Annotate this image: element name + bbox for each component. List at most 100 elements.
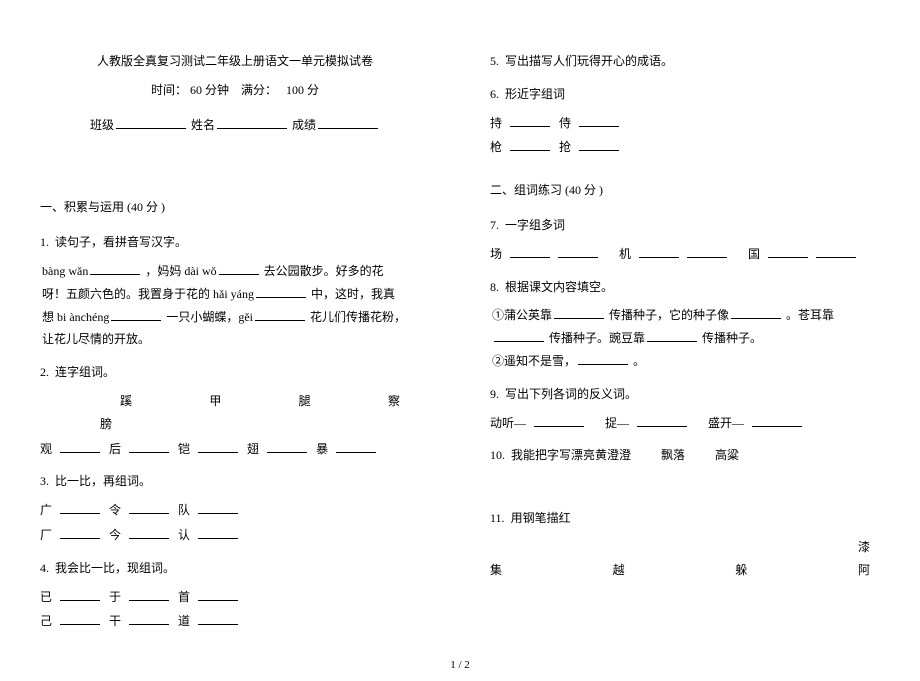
q1-p3c: 花儿们传播花粉， [310, 310, 406, 324]
q6-title: 形近字组词 [505, 87, 565, 101]
q6-r2-1: 抢 [559, 140, 571, 154]
blank[interactable] [639, 246, 679, 258]
q9-title: 写出下列各词的反义词。 [505, 387, 637, 401]
blank[interactable] [255, 309, 305, 321]
right-column: 5. 写出描写人们玩得开心的成语。 6. 形近字组词 持 侍 枪 抢 二、组词练… [490, 50, 880, 633]
blank[interactable] [60, 527, 100, 539]
blank[interactable] [60, 613, 100, 625]
blank[interactable] [198, 589, 238, 601]
q3-num: 3. [40, 474, 49, 488]
q2-r1-1: 甲 [209, 390, 221, 413]
name-blank[interactable] [217, 117, 287, 129]
q2: 2. 连字组词。 [40, 361, 430, 384]
blank[interactable] [637, 415, 687, 427]
q10: 10. 我能把字写漂亮黄澄澄 飘落 高粱 [490, 444, 880, 467]
q3-r1-0: 广 [40, 503, 52, 517]
q3: 3. 比一比，再组词。 [40, 470, 430, 493]
q11-r0: 集 [490, 559, 502, 582]
q4-row1: 已 于 首 [40, 586, 430, 609]
q3-r1-1: 令 [109, 503, 121, 517]
blank[interactable] [510, 139, 550, 151]
q8-num: 8. [490, 280, 499, 294]
q2-r2-3: 翅 [247, 442, 259, 456]
blank[interactable] [494, 330, 544, 342]
blank[interactable] [198, 502, 238, 514]
q7: 7. 一字组多词 [490, 214, 880, 237]
blank[interactable] [687, 246, 727, 258]
q2-r2-1: 后 [109, 442, 121, 456]
blank[interactable] [579, 139, 619, 151]
blank[interactable] [198, 613, 238, 625]
grade-blank[interactable] [318, 117, 378, 129]
q4-num: 4. [40, 561, 49, 575]
blank[interactable] [129, 589, 169, 601]
grade-label: 成绩 [292, 118, 316, 132]
blank[interactable] [90, 263, 140, 275]
blank[interactable] [647, 330, 697, 342]
blank[interactable] [60, 502, 100, 514]
blank[interactable] [129, 527, 169, 539]
blank[interactable] [111, 309, 161, 321]
q6-r1-1: 侍 [559, 116, 571, 130]
blank[interactable] [198, 527, 238, 539]
blank[interactable] [510, 246, 550, 258]
blank[interactable] [554, 307, 604, 319]
q3-r1-2: 队 [178, 503, 190, 517]
q2-r2-4: 暴 [316, 442, 328, 456]
blank[interactable] [510, 115, 550, 127]
blank[interactable] [768, 246, 808, 258]
q3-title: 比一比，再组词。 [55, 474, 151, 488]
q1-p1b: ，妈妈 dài wǒ [145, 264, 216, 278]
class-blank[interactable] [116, 117, 186, 129]
q7-row: 场 机 国 [490, 243, 880, 266]
q1-p2b: 中，这时，我真 [311, 287, 395, 301]
q4-r2-1: 干 [109, 614, 121, 628]
blank[interactable] [60, 589, 100, 601]
q2-row1: 蹊 甲 腿 察 [40, 390, 430, 413]
q6-row2: 枪 抢 [490, 136, 880, 159]
blank[interactable] [752, 415, 802, 427]
q8-l2b: 传播种子。 [702, 331, 762, 345]
blank[interactable] [256, 286, 306, 298]
blank[interactable] [578, 353, 628, 365]
q2-r2-2: 铠 [178, 442, 190, 456]
blank[interactable] [219, 263, 259, 275]
q2-row2-lead: 膀 [40, 413, 430, 436]
q1-p3b: 一只小蝴蝶，gěi [166, 310, 253, 324]
time-value: 60 分钟 [190, 83, 229, 97]
q7-i1: 机 [619, 247, 631, 261]
q11-num: 11. [490, 511, 505, 525]
q1: 1. 读句子，看拼音写汉字。 [40, 231, 430, 254]
q4: 4. 我会比一比，现组词。 [40, 557, 430, 580]
q4-r1-1: 于 [109, 590, 121, 604]
q6-r2-0: 枪 [490, 140, 502, 154]
q11-r3: 阿 [858, 559, 870, 582]
q6-num: 6. [490, 87, 499, 101]
q11-row: 集 越 躲 阿 [490, 559, 880, 582]
blank[interactable] [267, 441, 307, 453]
q5-title: 写出描写人们玩得开心的成语。 [505, 54, 673, 68]
q5: 5. 写出描写人们玩得开心的成语。 [490, 50, 880, 73]
q8-l1c: 。苍耳靠 [786, 308, 834, 322]
blank[interactable] [579, 115, 619, 127]
q8-l2a: 传播种子。豌豆靠 [549, 331, 645, 345]
blank[interactable] [731, 307, 781, 319]
q4-title: 我会比一比，现组词。 [55, 561, 175, 575]
blank[interactable] [129, 441, 169, 453]
q8: 8. 根据课文内容填空。 [490, 276, 880, 299]
q11-far: 漆 [490, 536, 880, 559]
blank[interactable] [558, 246, 598, 258]
blank[interactable] [198, 441, 238, 453]
blank[interactable] [129, 502, 169, 514]
blank[interactable] [60, 441, 100, 453]
q4-r2-0: 己 [40, 614, 52, 628]
blank[interactable] [816, 246, 856, 258]
blank[interactable] [534, 415, 584, 427]
blank[interactable] [129, 613, 169, 625]
q2-title: 连字组词。 [55, 365, 115, 379]
q2-num: 2. [40, 365, 49, 379]
blank[interactable] [336, 441, 376, 453]
name-label: 姓名 [191, 118, 215, 132]
q7-title: 一字组多词 [505, 218, 565, 232]
q4-r1-2: 首 [178, 590, 190, 604]
